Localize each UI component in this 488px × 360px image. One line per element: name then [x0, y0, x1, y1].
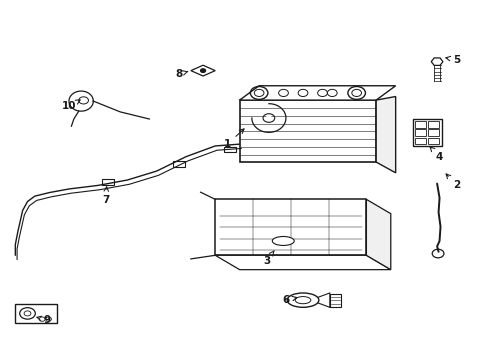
Ellipse shape	[286, 293, 318, 307]
Bar	[414, 130, 425, 136]
Text: 8: 8	[175, 69, 187, 79]
Text: 7: 7	[102, 187, 109, 205]
Circle shape	[266, 116, 271, 120]
Bar	[414, 138, 425, 144]
Text: 3: 3	[262, 251, 274, 266]
Bar	[412, 119, 441, 146]
Text: 9: 9	[37, 315, 50, 325]
Circle shape	[351, 89, 361, 96]
Text: 10: 10	[61, 100, 80, 112]
Text: 2: 2	[445, 174, 459, 190]
Bar	[224, 147, 235, 152]
Bar	[215, 199, 366, 255]
Polygon shape	[190, 65, 215, 76]
Text: 5: 5	[445, 55, 459, 65]
Circle shape	[24, 311, 31, 316]
Polygon shape	[366, 199, 390, 270]
Bar	[15, 304, 57, 323]
Bar	[427, 138, 438, 144]
Text: 6: 6	[282, 295, 296, 305]
Bar	[102, 179, 114, 185]
Polygon shape	[375, 96, 395, 173]
Ellipse shape	[272, 237, 294, 246]
Bar	[427, 121, 438, 128]
Polygon shape	[239, 86, 395, 100]
Bar	[172, 161, 184, 167]
Ellipse shape	[295, 297, 310, 304]
Bar	[414, 121, 425, 128]
Bar	[329, 294, 340, 307]
Circle shape	[254, 89, 264, 96]
Text: 1: 1	[224, 129, 244, 149]
Text: 4: 4	[429, 147, 442, 162]
Bar	[427, 130, 438, 136]
Circle shape	[200, 69, 205, 72]
Bar	[239, 100, 375, 162]
Polygon shape	[430, 58, 442, 66]
Polygon shape	[215, 255, 390, 270]
